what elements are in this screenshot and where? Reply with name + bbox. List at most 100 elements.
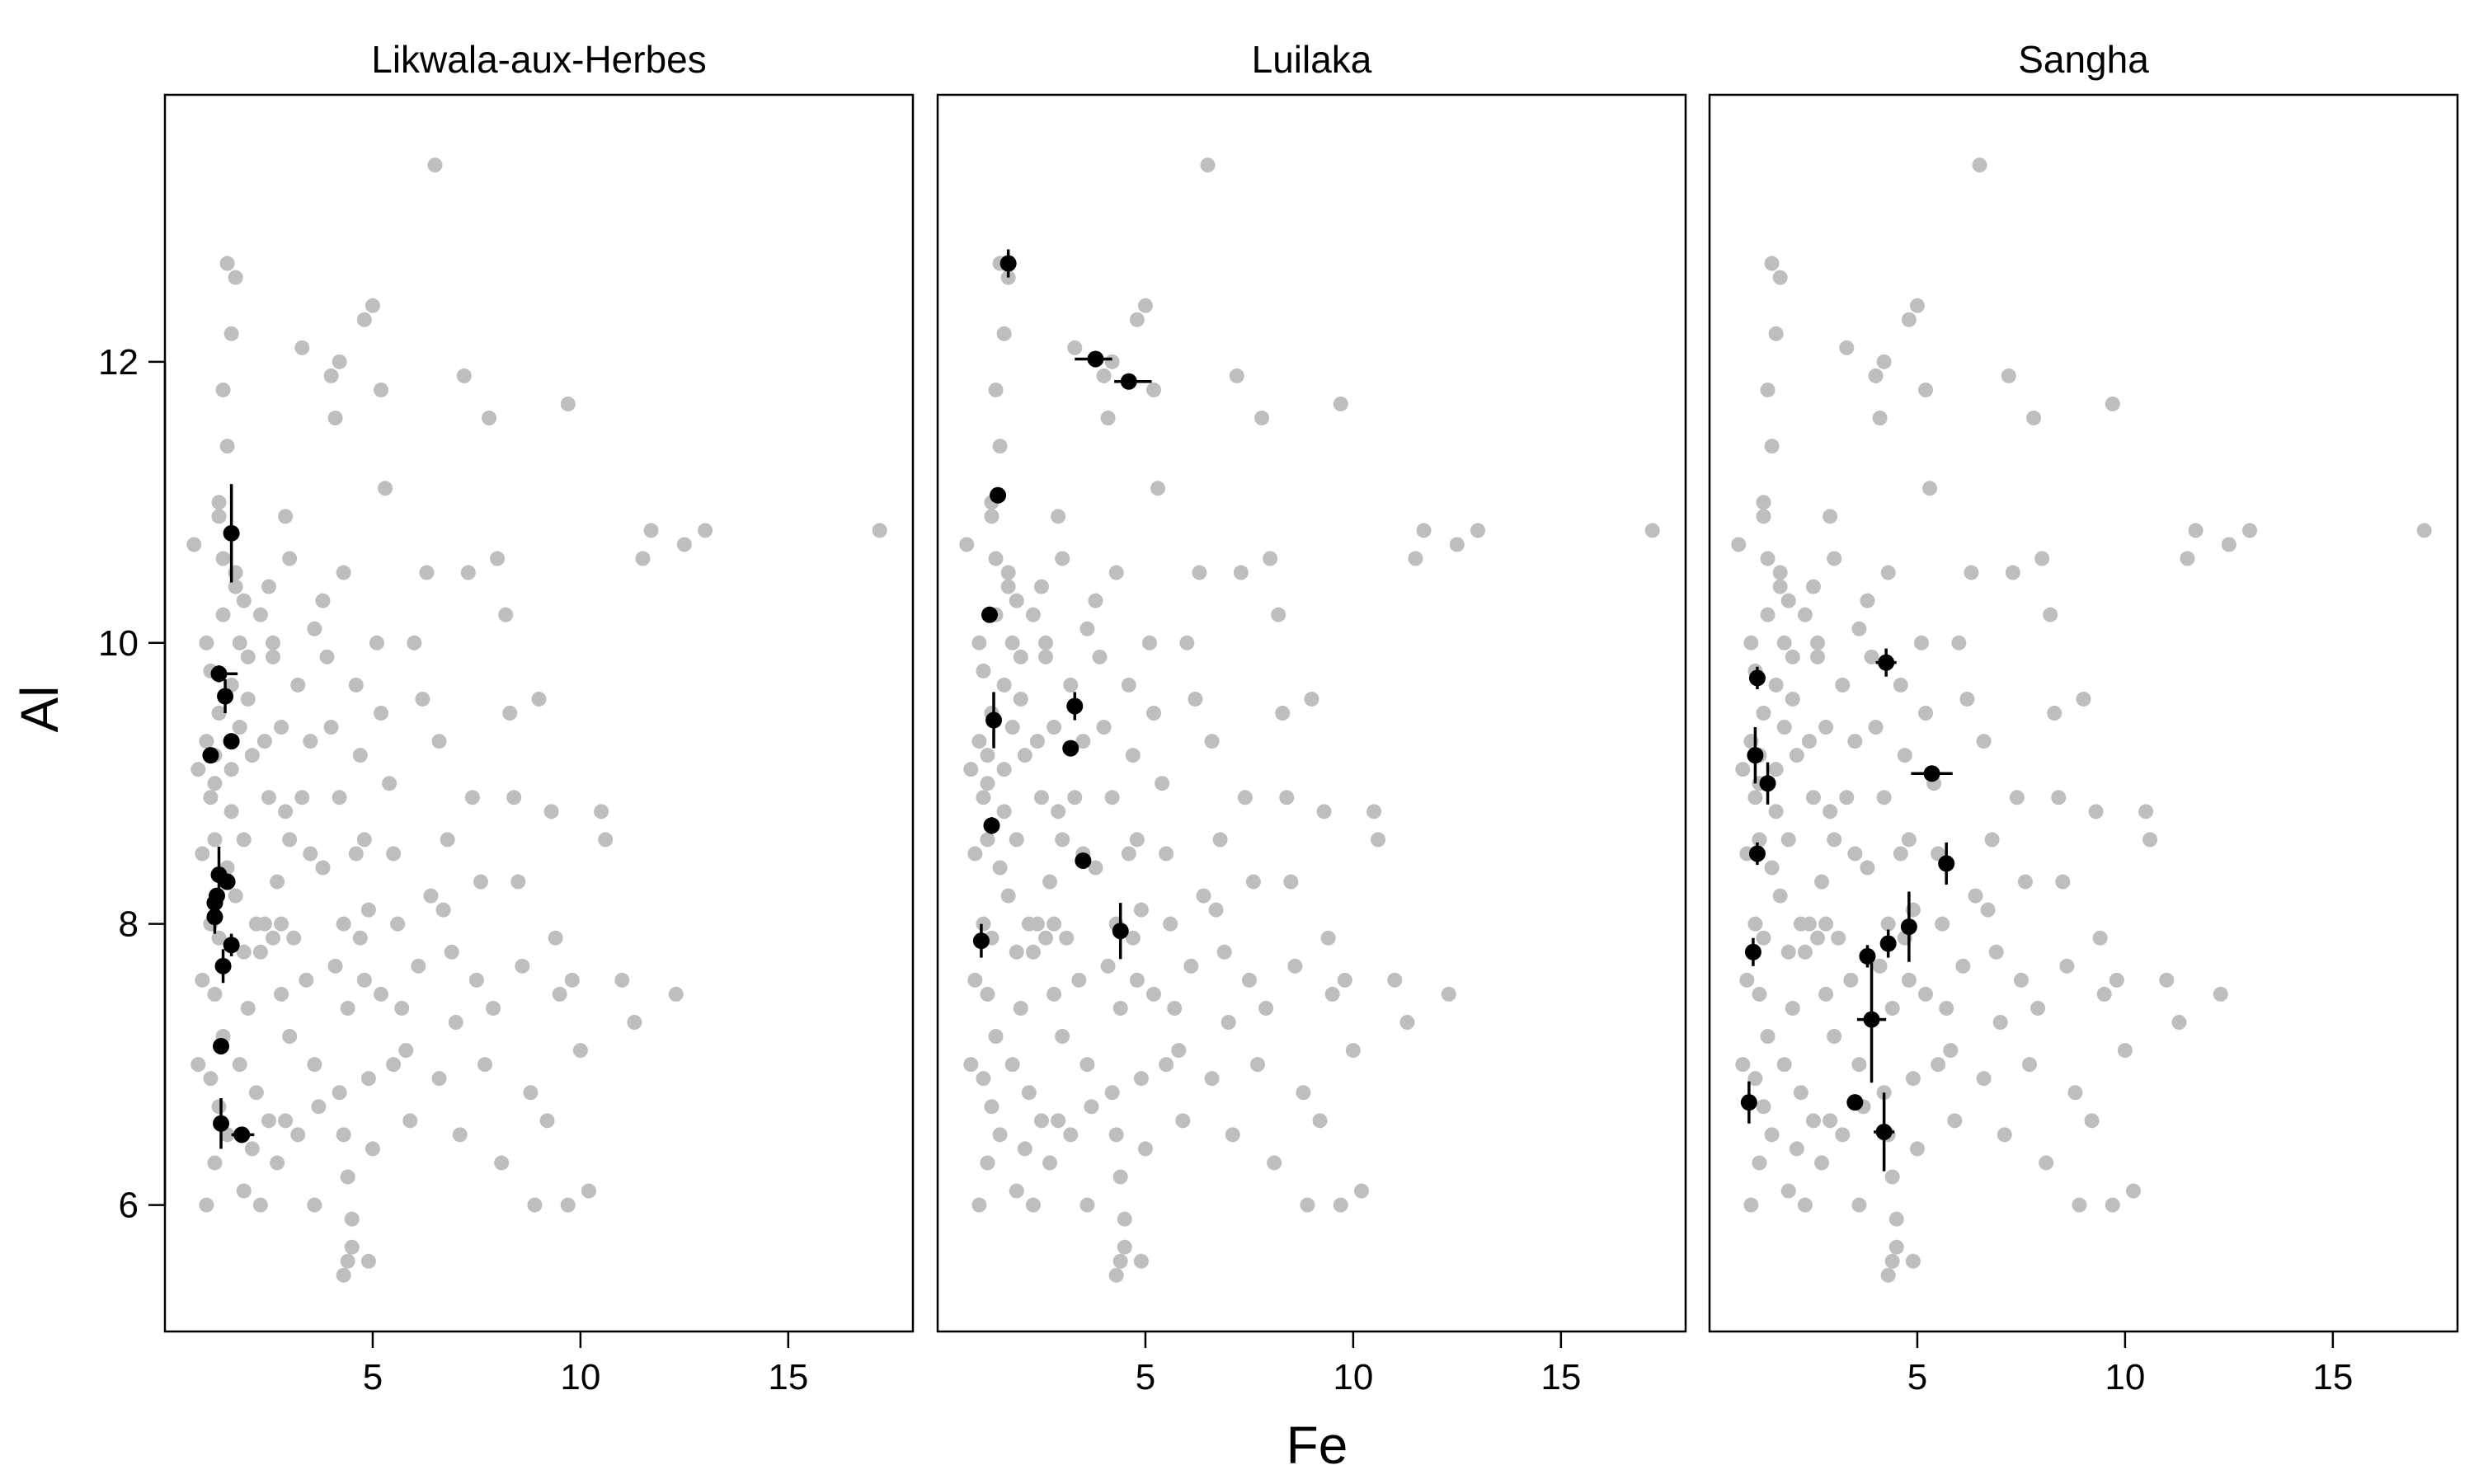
background-point — [1864, 649, 1879, 665]
background-point — [1839, 790, 1855, 805]
background-point — [1918, 986, 1934, 1002]
data-point — [223, 937, 240, 954]
data-point — [202, 747, 219, 764]
background-point — [186, 537, 202, 552]
data-point — [985, 711, 1003, 729]
background-point — [581, 1183, 596, 1199]
background-point — [1897, 748, 1912, 763]
background-point — [1939, 1000, 1954, 1016]
background-point — [1449, 537, 1465, 552]
background-point — [1237, 790, 1253, 805]
background-point — [303, 846, 318, 862]
background-point — [411, 958, 426, 974]
data-point — [217, 688, 234, 705]
background-point — [1884, 1169, 1900, 1185]
background-point — [2017, 874, 2033, 890]
background-point — [1905, 1253, 1921, 1269]
data-point — [1112, 923, 1129, 940]
background-point — [1159, 1057, 1174, 1073]
background-point — [1055, 1029, 1070, 1045]
background-point — [407, 635, 422, 650]
background-point — [1079, 1057, 1095, 1073]
background-point — [261, 579, 276, 594]
background-point — [996, 804, 1012, 819]
background-point — [240, 1000, 256, 1016]
background-point — [668, 986, 684, 1002]
background-point — [299, 972, 314, 988]
background-point — [1955, 958, 1971, 974]
background-point — [988, 551, 1004, 566]
background-point — [1797, 607, 1813, 622]
background-point — [1159, 846, 1174, 862]
background-point — [1747, 790, 1763, 805]
data-point — [1120, 373, 1137, 390]
background-point — [266, 649, 281, 665]
background-point — [1009, 1183, 1024, 1199]
background-point — [1780, 832, 1796, 848]
background-point — [1067, 790, 1083, 805]
background-point — [319, 649, 335, 665]
background-point — [261, 790, 276, 805]
background-point — [1249, 1057, 1265, 1073]
background-point — [419, 565, 435, 580]
background-point — [1112, 1169, 1128, 1185]
background-point — [1805, 790, 1821, 805]
background-point — [2109, 972, 2124, 988]
background-point — [348, 846, 364, 862]
panel-luilaka: Luilaka 5 10 15 — [936, 38, 1687, 1397]
background-point — [594, 804, 609, 819]
x-tick-label: 10 — [1333, 1357, 1373, 1397]
background-point — [1416, 523, 1432, 538]
background-point — [274, 720, 289, 735]
data-point — [1859, 947, 1876, 965]
background-point — [2213, 986, 2228, 1002]
background-point — [1984, 832, 2000, 848]
background-point — [456, 368, 472, 383]
background-point — [482, 411, 497, 426]
background-point — [1055, 832, 1070, 848]
background-point — [340, 1169, 355, 1185]
background-point — [1345, 1043, 1361, 1059]
background-point — [1100, 958, 1116, 974]
background-point — [256, 734, 272, 749]
background-point — [1797, 944, 1813, 960]
background-point — [1780, 593, 1796, 608]
background-point — [1884, 1000, 1900, 1016]
data-point — [1075, 852, 1092, 869]
background-point — [560, 1197, 576, 1213]
background-point — [448, 1015, 463, 1030]
background-point — [340, 1000, 355, 1016]
panel-frame — [1708, 93, 2459, 1333]
background-point — [431, 734, 447, 749]
data-point — [223, 733, 240, 750]
background-point — [1756, 1099, 1771, 1115]
x-tick-label: 15 — [1540, 1357, 1581, 1397]
background-point — [340, 1253, 355, 1269]
background-point — [2188, 523, 2204, 538]
background-point — [1108, 1127, 1124, 1143]
background-point — [1872, 958, 1888, 974]
background-point — [1756, 495, 1771, 510]
background-point — [2138, 804, 2154, 819]
background-point — [1764, 860, 1780, 876]
background-point — [1059, 930, 1075, 946]
background-point — [976, 663, 991, 679]
background-point — [1780, 944, 1796, 960]
background-point — [1470, 523, 1486, 538]
background-point — [1743, 1197, 1759, 1213]
background-point — [1818, 986, 1834, 1002]
background-point — [286, 930, 302, 946]
background-point — [1025, 607, 1041, 622]
background-point — [1337, 972, 1352, 988]
background-point — [1171, 1043, 1187, 1059]
background-point — [1283, 874, 1299, 890]
background-point — [1366, 804, 1382, 819]
background-point — [1287, 958, 1303, 974]
background-point — [1112, 1253, 1128, 1269]
background-point — [394, 1000, 410, 1016]
background-point — [1801, 916, 1817, 932]
background-point — [274, 916, 289, 932]
background-point — [261, 1113, 276, 1129]
background-point — [252, 607, 268, 622]
background-point — [344, 1239, 360, 1255]
